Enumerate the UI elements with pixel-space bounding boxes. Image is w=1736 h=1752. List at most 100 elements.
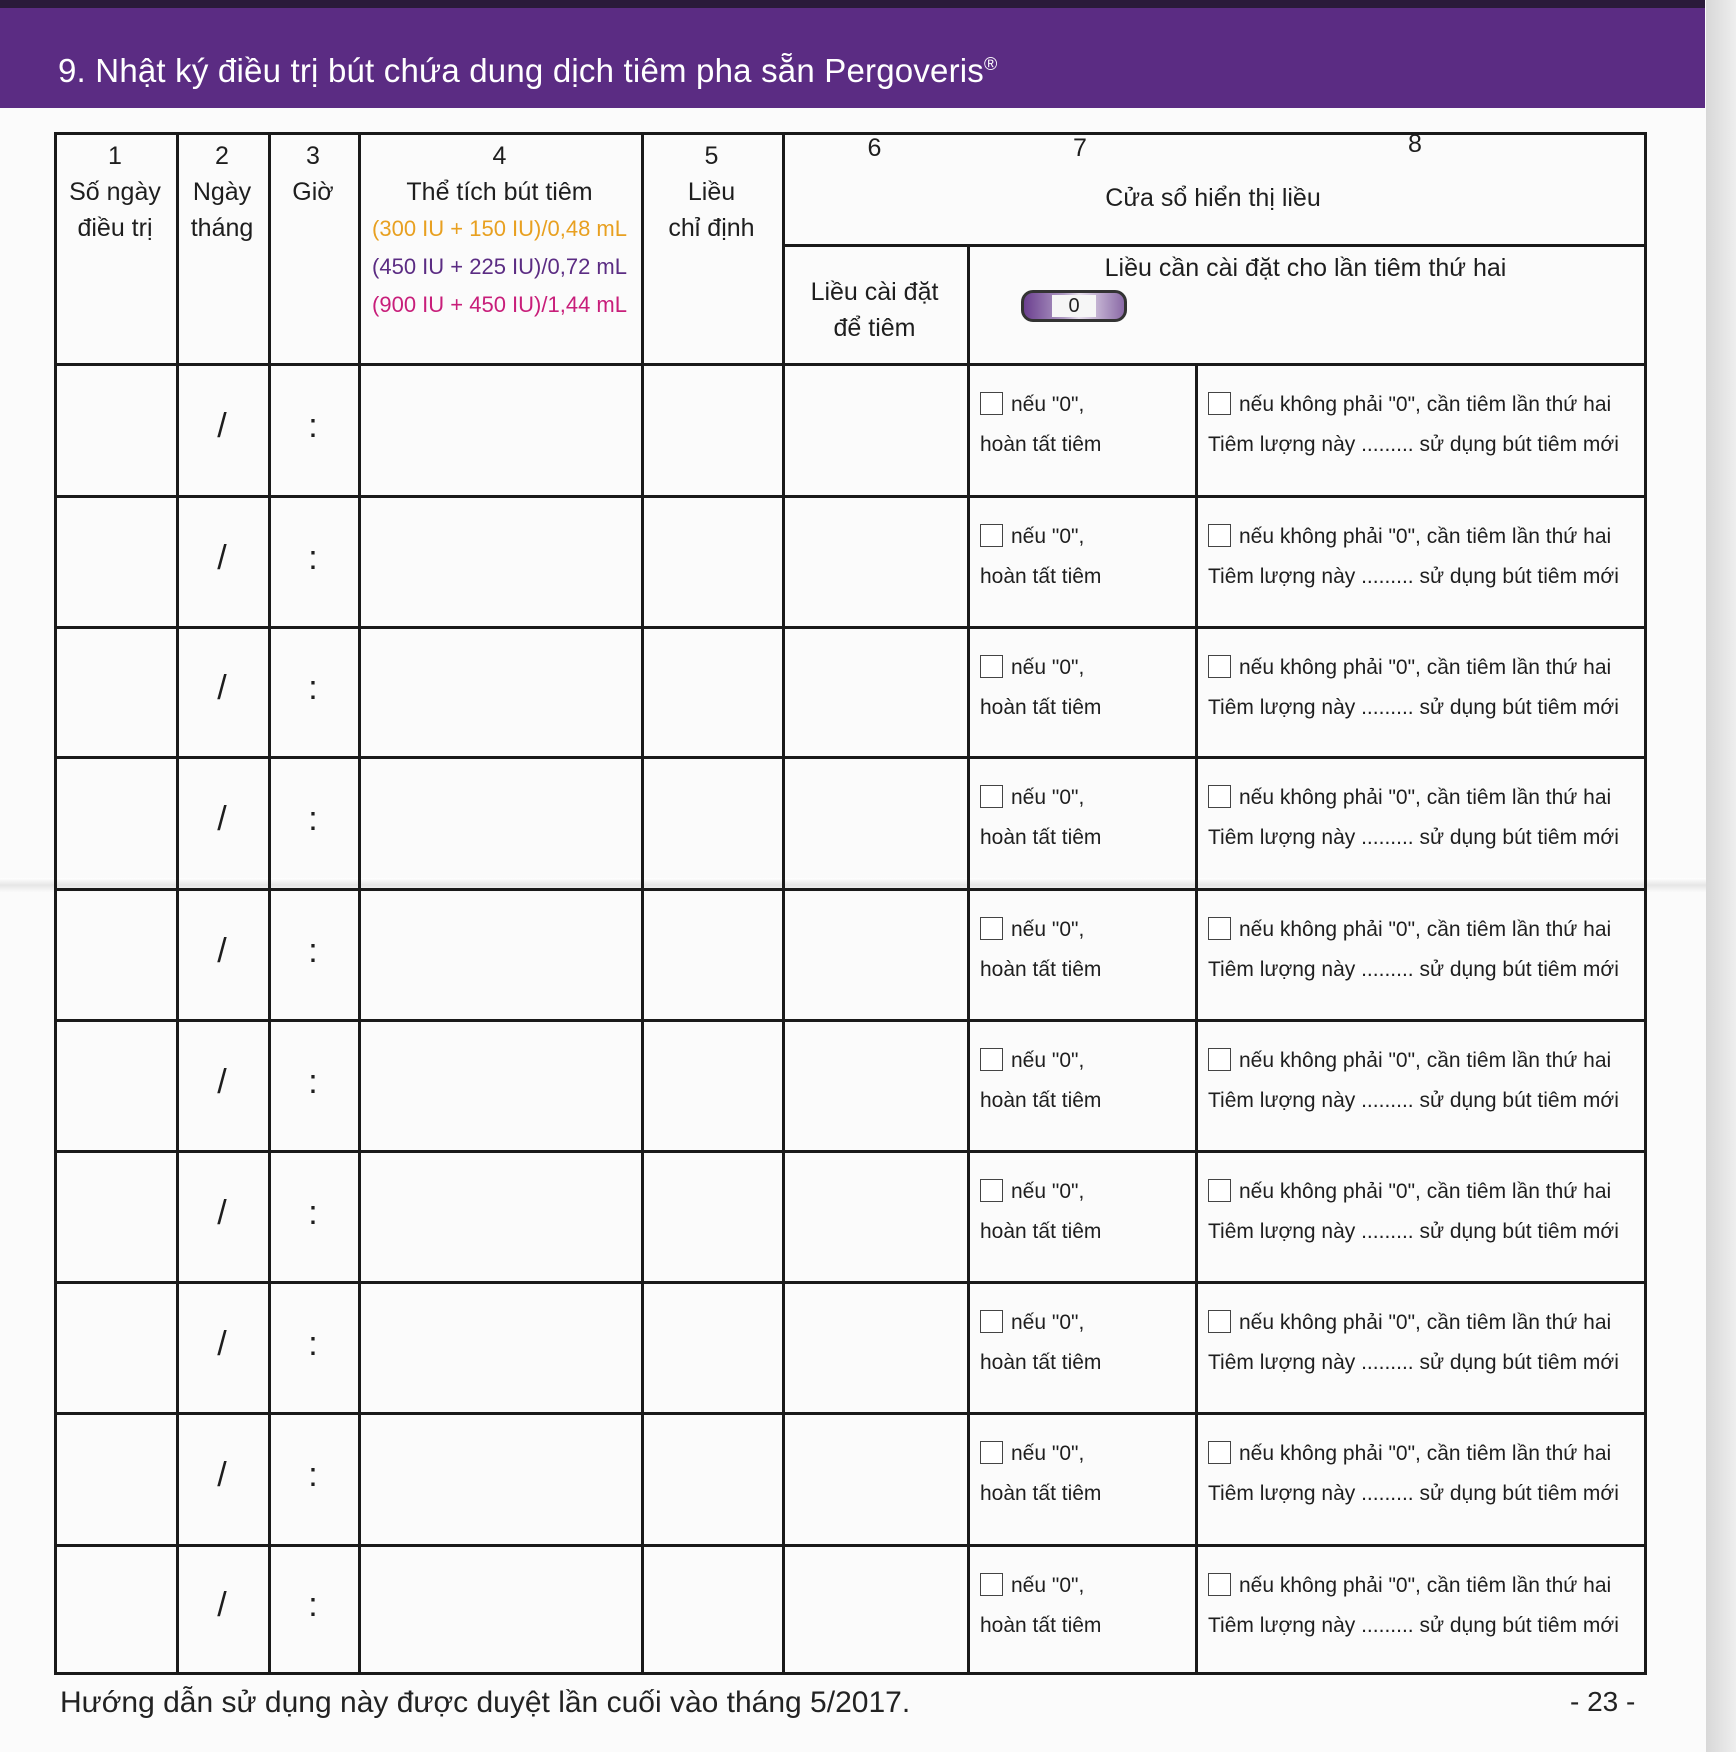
date-separator[interactable]: / (217, 1193, 227, 1232)
time-separator[interactable]: : (308, 407, 318, 445)
table-border (54, 626, 1647, 629)
option-text: hoàn tất tiêm (980, 1089, 1102, 1112)
title-text: 9. Nhật ký điều trị bút chứa dung dịch t… (58, 52, 984, 89)
table-border (54, 1019, 1647, 1022)
col-label: tháng (190, 214, 254, 242)
table-border (967, 244, 970, 1675)
complete-option: nếu "0", hoàn tất tiêm (980, 1172, 1101, 1252)
col7-number: 7 (1073, 134, 1087, 162)
col-number: 5 (704, 142, 719, 170)
option-text: hoàn tất tiêm (980, 565, 1102, 588)
table-border (54, 1544, 1647, 1547)
checkbox-icon[interactable] (980, 655, 1003, 678)
option-text: hoàn tất tiêm (980, 1220, 1102, 1243)
checkbox-icon[interactable] (1208, 1310, 1231, 1333)
checkbox-icon[interactable] (1208, 1179, 1231, 1202)
date-separator[interactable]: / (217, 407, 227, 445)
checkbox-icon[interactable] (1208, 1441, 1231, 1464)
checkbox-icon[interactable] (980, 785, 1003, 808)
option-text: nếu "0", (1011, 393, 1085, 416)
table-border (54, 888, 1647, 891)
checkbox-icon[interactable] (980, 917, 1003, 940)
checkbox-icon[interactable] (1208, 655, 1231, 678)
col-label: Thể tích bút tiêm (406, 178, 593, 206)
checkbox-icon[interactable] (980, 1573, 1003, 1596)
time-separator[interactable]: : (308, 1586, 318, 1624)
col4-header: 4 Thể tích bút tiêm (300 IU + 150 IU)/0,… (358, 138, 641, 324)
date-separator[interactable]: / (217, 669, 227, 707)
table-border (176, 132, 179, 1675)
table-border (54, 1150, 1647, 1153)
dose-display-icon: 0 (1021, 290, 1127, 322)
checkbox-icon[interactable] (980, 1048, 1003, 1071)
col-label: Liều cài đặt (810, 278, 939, 306)
checkbox-icon[interactable] (980, 524, 1003, 547)
col-label: chỉ định (668, 214, 755, 242)
option-text: nếu "0", (1011, 1180, 1085, 1203)
second-injection-option: nếu không phải "0", cần tiêm lần thứ hai… (1208, 1434, 1619, 1514)
option-text: hoàn tất tiêm (980, 1614, 1102, 1637)
second-injection-option: nếu không phải "0", cần tiêm lần thứ hai… (1208, 1566, 1619, 1646)
date-separator[interactable]: / (217, 1324, 227, 1363)
table-border (54, 495, 1647, 498)
option-text: Tiêm lượng này ......... sử dụng bút tiê… (1208, 1614, 1619, 1637)
footer-note: Hướng dẫn sử dụng này được duyệt lần cuố… (60, 1686, 911, 1719)
checkbox-icon[interactable] (980, 392, 1003, 415)
option-text: nếu không phải "0", cần tiêm lần thứ hai (1239, 525, 1612, 548)
option-text: Tiêm lượng này ......... sử dụng bút tiê… (1208, 958, 1619, 981)
option-text: nếu không phải "0", cần tiêm lần thứ hai (1239, 1311, 1612, 1334)
time-separator[interactable]: : (308, 931, 318, 970)
time-separator[interactable]: : (308, 1193, 318, 1232)
col-number: 3 (306, 142, 320, 170)
table-border (1195, 363, 1198, 1675)
time-separator[interactable]: : (308, 538, 318, 577)
time-separator[interactable]: : (308, 1062, 318, 1101)
complete-option: nếu "0", hoàn tất tiêm (980, 1434, 1101, 1514)
complete-option: nếu "0", hoàn tất tiêm (980, 778, 1101, 858)
option-text: Tiêm lượng này ......... sử dụng bút tiê… (1208, 1220, 1619, 1243)
checkbox-icon[interactable] (1208, 785, 1231, 808)
col8-number: 8 (1408, 130, 1422, 158)
checkbox-icon[interactable] (1208, 1048, 1231, 1071)
page-number: - 23 - (1570, 1686, 1636, 1717)
col-label: để tiêm (833, 314, 916, 342)
checkbox-icon[interactable] (1208, 917, 1231, 940)
option-text: Tiêm lượng này ......... sử dụng bút tiê… (1208, 1089, 1619, 1112)
table-border (54, 1412, 1647, 1415)
time-separator[interactable]: : (308, 800, 318, 838)
date-separator[interactable]: / (217, 1586, 227, 1624)
checkbox-icon[interactable] (980, 1179, 1003, 1202)
option-text: nếu không phải "0", cần tiêm lần thứ hai (1239, 918, 1612, 941)
date-separator[interactable]: / (217, 538, 227, 577)
table-border (54, 363, 1647, 366)
table-border (54, 132, 57, 1675)
option-text: nếu không phải "0", cần tiêm lần thứ hai (1239, 1442, 1612, 1465)
second-dose-header: Liều cần cài đặt cho lần tiêm thứ hai (1104, 254, 1507, 282)
pen-option-450: (450 IU + 225 IU)/0,72 mL (372, 254, 627, 279)
date-separator[interactable]: / (217, 931, 227, 970)
complete-option: nếu "0", hoàn tất tiêm (980, 910, 1101, 990)
time-separator[interactable]: : (308, 1456, 318, 1494)
checkbox-icon[interactable] (1208, 1573, 1231, 1596)
time-separator[interactable]: : (308, 1324, 318, 1363)
checkbox-icon[interactable] (980, 1441, 1003, 1464)
option-text: nếu "0", (1011, 1574, 1085, 1597)
option-text: hoàn tất tiêm (980, 696, 1102, 719)
checkbox-icon[interactable] (980, 1310, 1003, 1333)
second-injection-option: nếu không phải "0", cần tiêm lần thứ hai… (1208, 517, 1619, 597)
option-text: nếu "0", (1011, 1311, 1085, 1334)
col-label: điều trị (77, 214, 153, 242)
checkbox-icon[interactable] (1208, 524, 1231, 547)
date-separator[interactable]: / (217, 1456, 227, 1494)
col-label: Giờ (292, 178, 334, 206)
banner-edge (0, 0, 1705, 8)
date-separator[interactable]: / (217, 1062, 227, 1101)
table-border (782, 132, 785, 1675)
table-border (54, 1672, 1647, 1675)
time-separator[interactable]: : (308, 669, 318, 707)
date-separator[interactable]: / (217, 800, 227, 838)
option-text: nếu không phải "0", cần tiêm lần thứ hai (1239, 786, 1612, 809)
checkbox-icon[interactable] (1208, 392, 1231, 415)
dose-window-header: Cửa sổ hiển thị liều (1105, 184, 1321, 212)
option-text: Tiêm lượng này ......... sử dụng bút tiê… (1208, 696, 1619, 719)
